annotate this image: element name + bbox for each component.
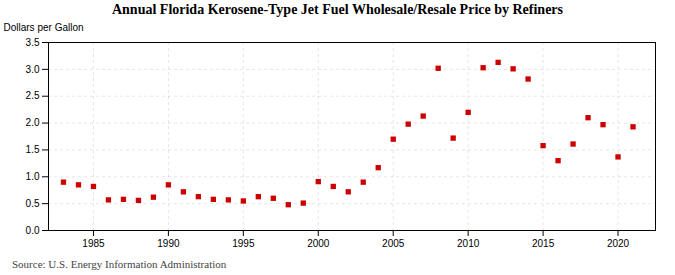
svg-text:1.0: 1.0 — [26, 171, 40, 182]
svg-text:3.0: 3.0 — [26, 64, 40, 75]
html-text:Annual Florida Kerosene-Type J: Annual Florida Kerosene-Type Jet Fuel Wh… — [112, 2, 563, 17]
svg-text:2005: 2005 — [382, 238, 405, 249]
svg-text:2.5: 2.5 — [26, 90, 40, 101]
svg-text:0.0: 0.0 — [26, 225, 40, 236]
svg-text:0.5: 0.5 — [26, 198, 40, 209]
svg-text:2020: 2020 — [607, 238, 630, 249]
svg-text:3.5: 3.5 — [26, 37, 40, 48]
svg-text:1985: 1985 — [82, 238, 105, 249]
html-text:Source: U.S. Energy Informatio: Source: U.S. Energy Information Administ… — [12, 258, 227, 270]
svg-text:2.0: 2.0 — [26, 117, 40, 128]
svg-text:1995: 1995 — [232, 238, 255, 249]
svg-text:1990: 1990 — [157, 238, 180, 249]
svg-text:Dollars per Gallon: Dollars per Gallon — [4, 22, 84, 33]
svg-text:1.5: 1.5 — [26, 144, 40, 155]
svg-text:2000: 2000 — [307, 238, 330, 249]
svg-text:2010: 2010 — [457, 238, 480, 249]
svg-text:2015: 2015 — [532, 238, 555, 249]
